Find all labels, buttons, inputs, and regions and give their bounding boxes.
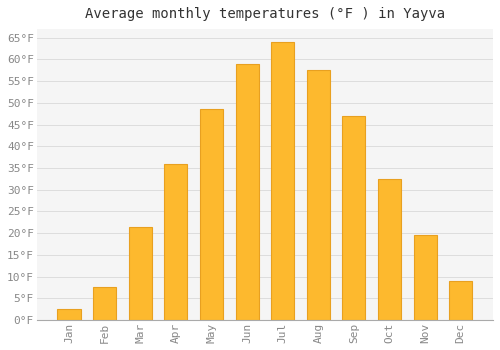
Bar	[236, 64, 258, 320]
Bar	[342, 116, 365, 320]
Bar	[164, 164, 188, 320]
Bar	[93, 287, 116, 320]
Bar	[378, 179, 401, 320]
Title: Average monthly temperatures (°F ) in Yayva: Average monthly temperatures (°F ) in Ya…	[85, 7, 445, 21]
Bar	[414, 235, 436, 320]
Bar	[449, 281, 472, 320]
Bar	[271, 42, 294, 320]
Bar	[200, 110, 223, 320]
Bar	[306, 70, 330, 320]
Bar	[58, 309, 80, 320]
Bar	[128, 227, 152, 320]
